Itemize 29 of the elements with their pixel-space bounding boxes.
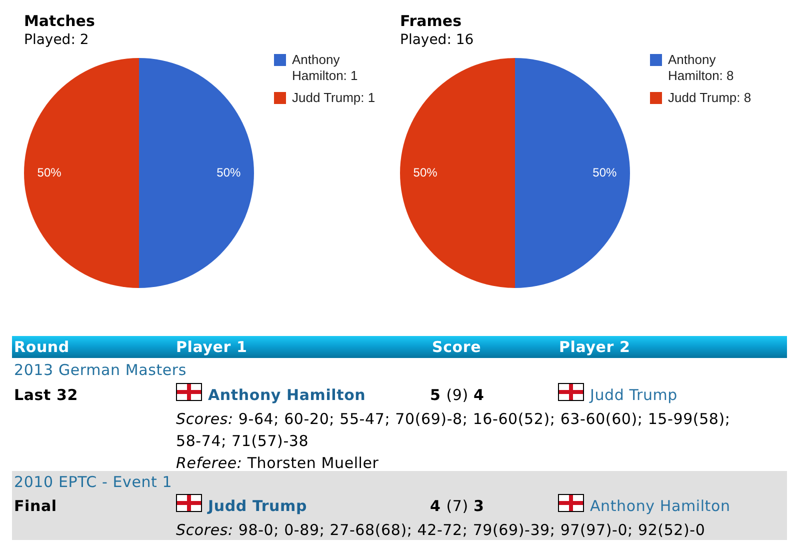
text: Player 1 xyxy=(176,338,248,356)
text: Round xyxy=(14,338,70,356)
data-label: 50% xyxy=(413,165,438,180)
text: Player 2 xyxy=(559,338,630,356)
data-label: 50% xyxy=(216,165,242,180)
text: 2013 German Masters xyxy=(14,361,187,379)
data-label: 50% xyxy=(37,165,62,180)
chart-title: Matches xyxy=(24,12,95,30)
legend-label: Judd Trump: 1 xyxy=(292,90,376,106)
text: Anthony Hamilton xyxy=(590,497,730,515)
chart-subtitle: Played: 2 xyxy=(24,32,89,48)
text: Referee: Thorsten Mueller xyxy=(176,454,379,472)
text: Scores: 9-64; 60-20; 55-47; 70(69)-8; 16-60(52); 63-60(60); 15-99(58); 58-74; 71(57)-38 xyxy=(176,410,730,450)
text: Anthony Hamilton xyxy=(208,386,366,404)
text: Judd Trump xyxy=(590,386,678,404)
text: 4 (7) 3 xyxy=(430,497,484,515)
legend-label: Judd Trump: 8 xyxy=(668,90,752,106)
text: Score xyxy=(432,338,482,356)
text: 5 (9) 4 xyxy=(430,386,484,404)
text: Last 32 xyxy=(14,386,78,404)
legend-label: Anthony Hamilton: 1 xyxy=(292,52,359,84)
text: 2010 EPTC - Event 1 xyxy=(14,473,172,491)
text: Judd Trump xyxy=(208,497,307,515)
legend-label: Anthony Hamilton: 8 xyxy=(668,52,735,84)
data-label: 50% xyxy=(592,165,618,180)
text: Final xyxy=(14,497,57,515)
text: Scores: 98-0; 0-89; 27-68(68); 42-72; 79(69)-39; 97(97)-0; 92(52)-0 xyxy=(176,521,706,539)
chart-title: Frames xyxy=(400,12,462,30)
chart-subtitle: Played: 16 xyxy=(400,32,474,48)
